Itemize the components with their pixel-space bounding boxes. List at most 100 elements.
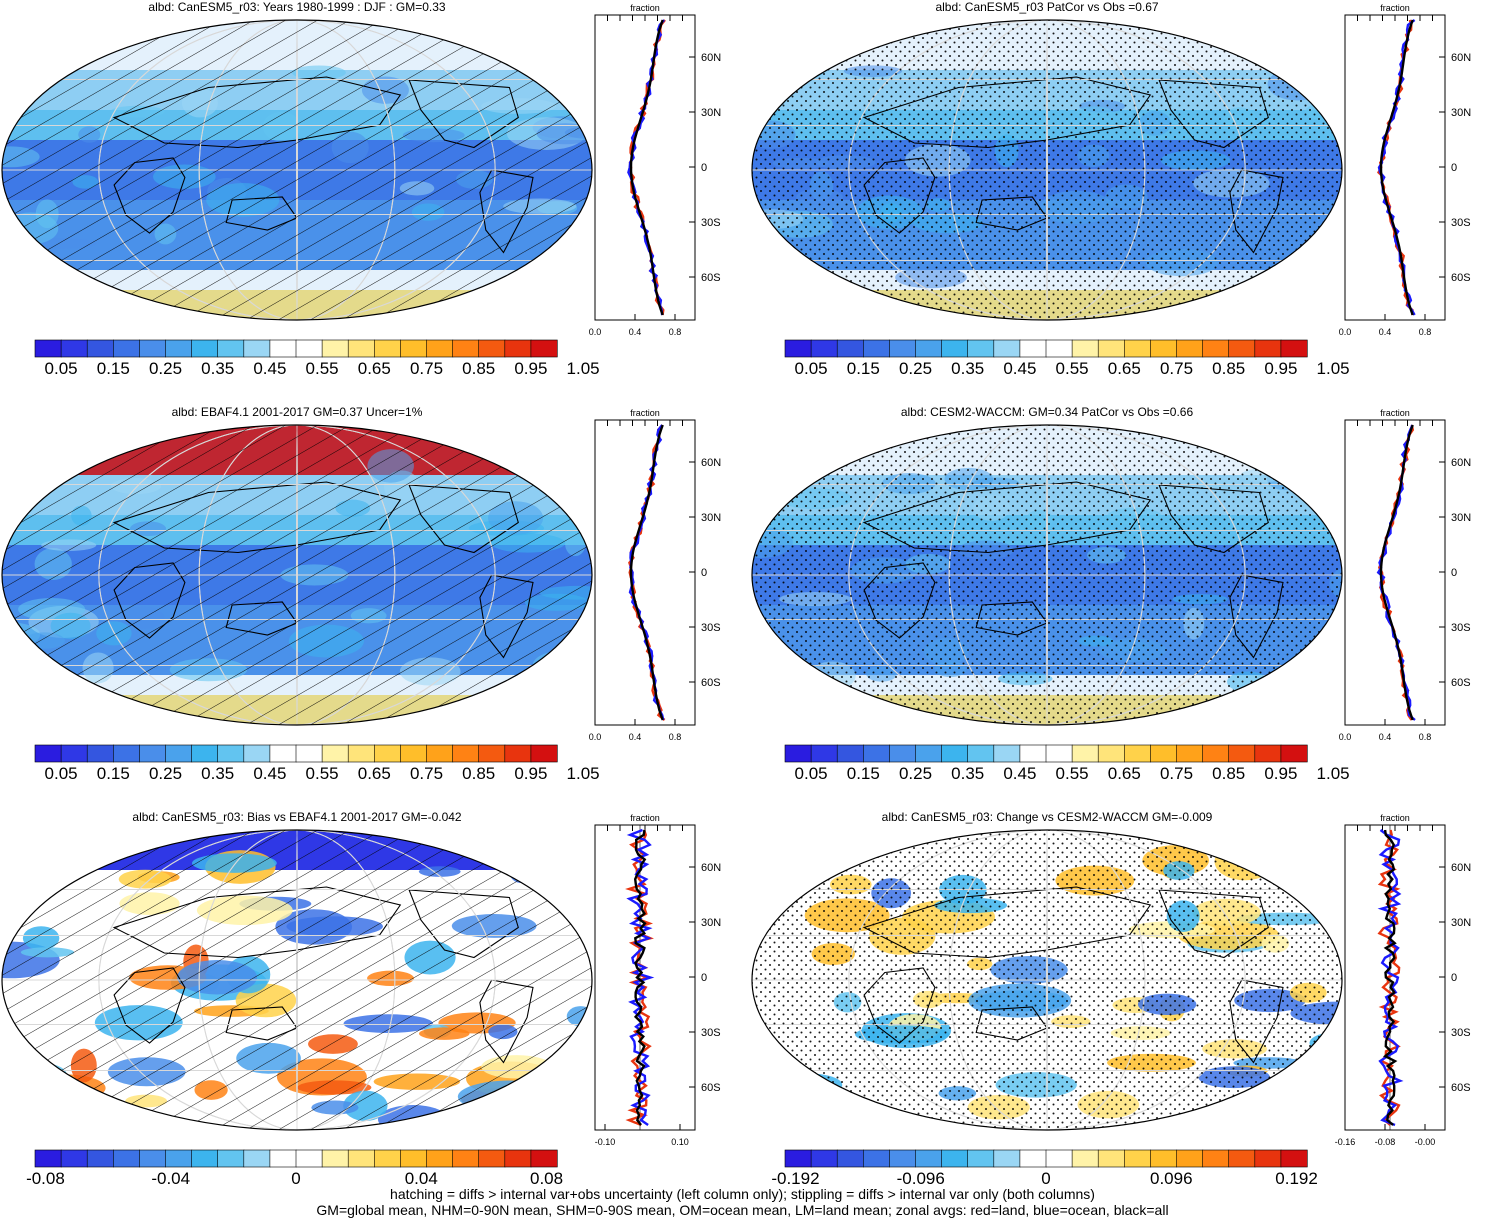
colorbar-cell bbox=[1202, 744, 1230, 763]
colorbar-cell bbox=[863, 744, 891, 763]
lat-label: 60S bbox=[701, 1082, 721, 1094]
profile-xtick-label: 0.0 bbox=[1339, 327, 1352, 337]
colorbar-cell bbox=[836, 339, 864, 358]
zonal-profile: fraction 60N 30N 0 30S 60S 0.0 0.4 0.8 bbox=[1339, 408, 1471, 742]
colorbar-cell bbox=[1254, 1149, 1282, 1168]
colorbar-cell bbox=[217, 339, 245, 358]
colorbar: 0.05 0.15 0.25 0.35 0.45 0.55 0.65 0.75 0.85 0.95… bbox=[784, 744, 1350, 783]
colorbar-label: 0.65 bbox=[358, 359, 391, 378]
stippling-overlay bbox=[752, 425, 1342, 725]
colorbar-cell bbox=[504, 1149, 532, 1168]
lat-label: 30S bbox=[701, 622, 721, 634]
colorbar-cell bbox=[347, 339, 375, 358]
colorbar-label: 0.75 bbox=[1160, 359, 1193, 378]
colorbar-cell bbox=[217, 744, 245, 763]
colorbar-label: 0.45 bbox=[253, 764, 286, 783]
colorbar-cell bbox=[373, 339, 401, 358]
map-border bbox=[751, 19, 1343, 321]
colorbar-cell bbox=[1019, 744, 1047, 763]
colorbar-cell bbox=[321, 339, 349, 358]
colorbar-label: 0.75 bbox=[410, 359, 443, 378]
colorbar-cell bbox=[243, 339, 271, 358]
colorbar-cell bbox=[1176, 744, 1204, 763]
colorbar-cell bbox=[426, 744, 454, 763]
colorbar-cell bbox=[810, 1149, 838, 1168]
panel-3: albd: EBAF4.1 2001-2017 GM=0.37 Uncer=1%… bbox=[1, 405, 721, 783]
field-blotch bbox=[752, 853, 804, 870]
map-title: albd: CanESM5_r03: Years 1980-1999 : DJF… bbox=[148, 0, 446, 14]
stippling-overlay bbox=[752, 20, 1342, 320]
colorbar-label: 0.85 bbox=[1212, 359, 1245, 378]
legend-line-1: hatching = diffs > internal var+obs unce… bbox=[390, 1186, 1095, 1202]
all-curve bbox=[1379, 424, 1414, 721]
profile-xtick-label: 0.0 bbox=[1339, 732, 1352, 742]
colorbar-cell bbox=[139, 744, 167, 763]
lat-label: 30S bbox=[1451, 622, 1471, 634]
colorbar-cell bbox=[941, 339, 969, 358]
colorbar-cell bbox=[889, 339, 917, 358]
lat-label: 0 bbox=[1451, 162, 1457, 174]
colorbar-cell bbox=[113, 339, 141, 358]
colorbar-cell bbox=[889, 1149, 917, 1168]
ocean-curve bbox=[626, 828, 655, 1126]
colorbar-label: 0.55 bbox=[1056, 764, 1089, 783]
colorbar-cell bbox=[478, 1149, 506, 1168]
colorbar-label: 0.25 bbox=[899, 764, 932, 783]
all-curve bbox=[629, 424, 664, 721]
colorbar-cell bbox=[889, 744, 917, 763]
colorbar-cell bbox=[1202, 339, 1230, 358]
colorbar-cell bbox=[426, 1149, 454, 1168]
colorbar-label: 0.25 bbox=[149, 764, 182, 783]
lat-label: 0 bbox=[701, 162, 707, 174]
colorbar-label: 0.25 bbox=[899, 359, 932, 378]
colorbar-cell bbox=[139, 1149, 167, 1168]
colorbar-label: 0.65 bbox=[1108, 359, 1141, 378]
lat-label: 0 bbox=[701, 567, 707, 579]
colorbar-label: 0.45 bbox=[1003, 359, 1036, 378]
colorbar-label: 0.08 bbox=[530, 1169, 563, 1185]
lat-label: 30N bbox=[1451, 917, 1471, 929]
colorbar-cell bbox=[113, 744, 141, 763]
profile-xtick-label: -0.10 bbox=[595, 1137, 616, 1147]
hatching-overlay bbox=[2, 20, 592, 320]
colorbar-label: -0.096 bbox=[897, 1169, 945, 1185]
colorbar-cell bbox=[426, 339, 454, 358]
colorbar-label: 0.55 bbox=[306, 359, 339, 378]
profile-xtick-label: 0.0 bbox=[589, 732, 602, 742]
colorbar-cell bbox=[863, 339, 891, 358]
legend-line-2: GM=global mean, NHM=0-90N mean, SHM=0-90… bbox=[316, 1202, 1169, 1218]
colorbar-cell bbox=[269, 339, 297, 358]
colorbar-cell bbox=[784, 1149, 812, 1168]
lat-label: 0 bbox=[1451, 972, 1457, 984]
colorbar-cell bbox=[836, 744, 864, 763]
panel-6: albd: CanESM5_r03: Change vs CESM2-WACCM… bbox=[751, 810, 1471, 1185]
all-curve bbox=[1383, 829, 1398, 1126]
map-title: albd: EBAF4.1 2001-2017 GM=0.37 Uncer=1% bbox=[172, 405, 423, 419]
colorbar-cell bbox=[1019, 1149, 1047, 1168]
colorbar-cell bbox=[191, 339, 219, 358]
colorbar-label: 0.45 bbox=[253, 359, 286, 378]
colorbar-cell bbox=[1123, 339, 1151, 358]
lat-label: 30N bbox=[701, 917, 721, 929]
profile-xlabel: fraction bbox=[1380, 3, 1410, 13]
map-title: albd: CanESM5_r03: Bias vs EBAF4.1 2001-… bbox=[132, 810, 462, 824]
colorbar-cell bbox=[915, 339, 943, 358]
colorbar-cell bbox=[452, 339, 480, 358]
colorbar-label: 0.65 bbox=[1108, 764, 1141, 783]
colorbar-cell bbox=[1176, 1149, 1204, 1168]
profile-xtick-label: 0.8 bbox=[1419, 732, 1432, 742]
colorbar-label: 0.096 bbox=[1150, 1169, 1193, 1185]
colorbar-label: 0.15 bbox=[847, 764, 880, 783]
colorbar-cell bbox=[373, 1149, 401, 1168]
profile-xtick-label: 0.4 bbox=[629, 327, 642, 337]
profile-frame bbox=[1344, 14, 1446, 321]
lat-label: 30S bbox=[701, 217, 721, 229]
colorbar-label: 1.05 bbox=[567, 359, 600, 378]
colorbar-cell bbox=[530, 339, 558, 358]
lat-label: 60N bbox=[701, 52, 721, 64]
field-blotch bbox=[523, 1073, 582, 1094]
field-blotch bbox=[786, 1094, 881, 1129]
colorbar-cell bbox=[295, 1149, 323, 1168]
profile-xtick-label: -0.16 bbox=[1335, 1137, 1356, 1147]
colorbar-label: 0.25 bbox=[149, 359, 182, 378]
